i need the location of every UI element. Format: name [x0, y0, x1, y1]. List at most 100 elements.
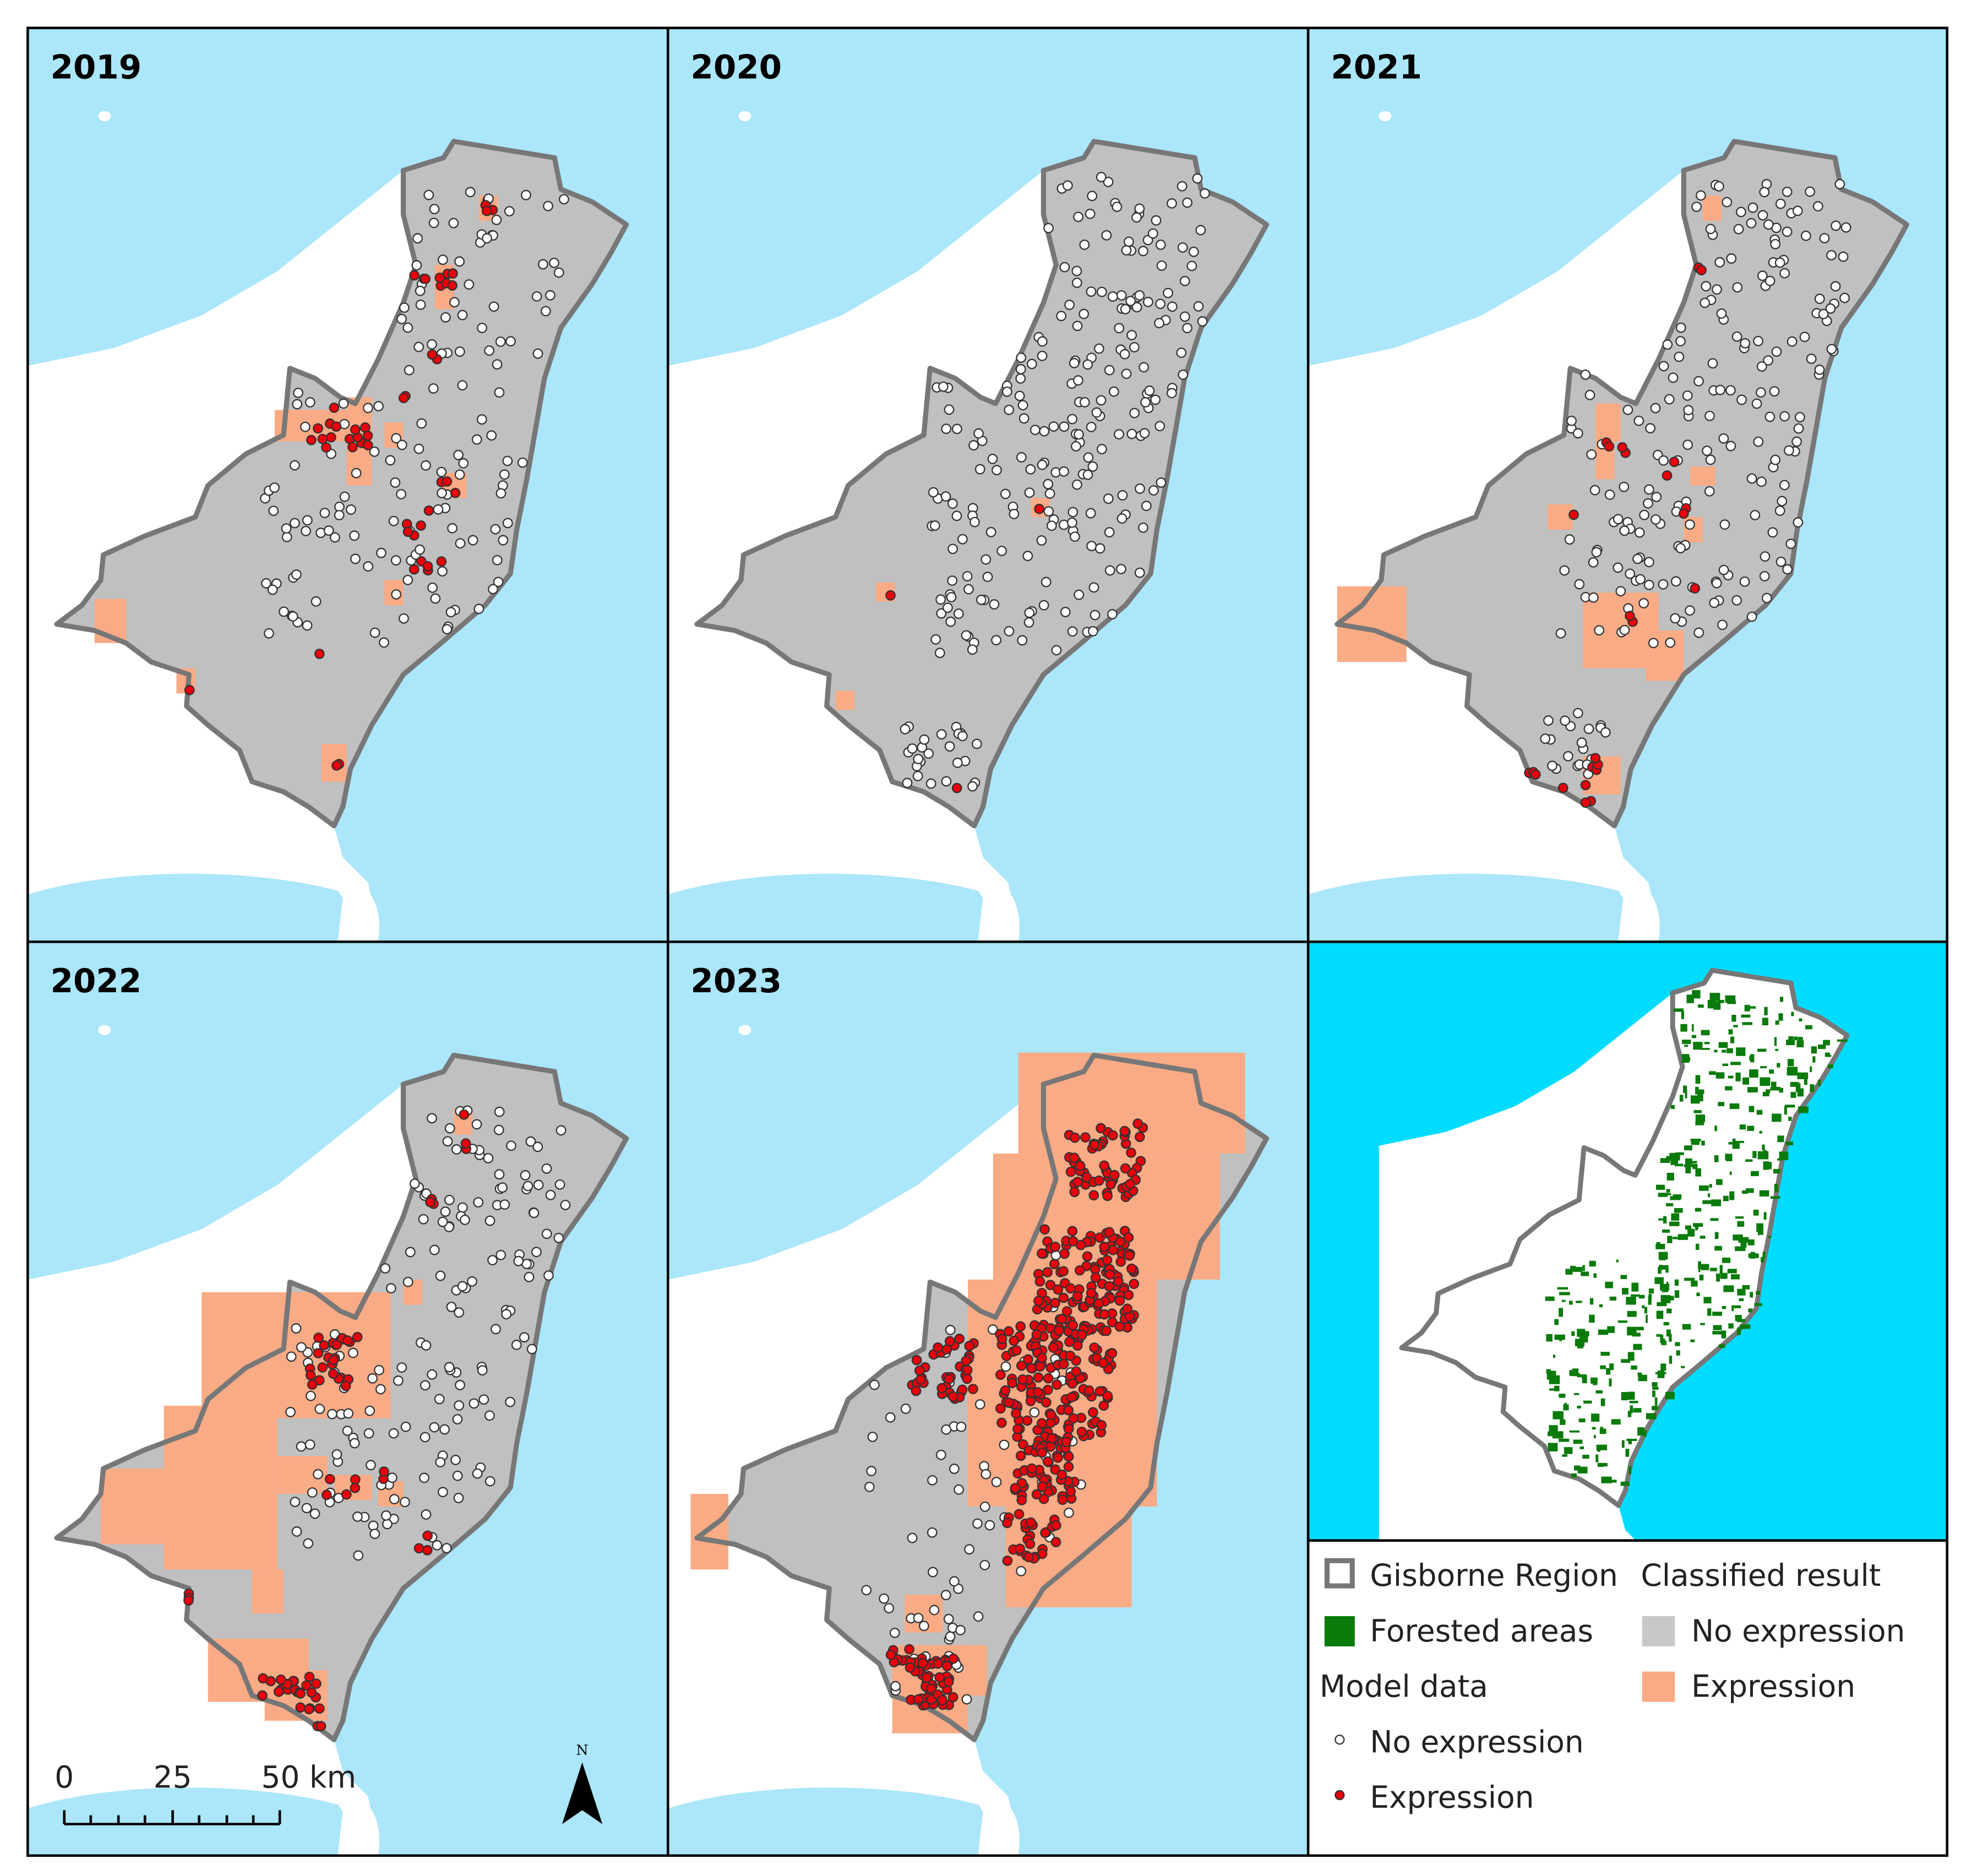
red-dot	[1530, 769, 1541, 780]
red-dot	[447, 280, 458, 291]
forest-patch	[1600, 1427, 1603, 1431]
forest-patch	[1764, 1007, 1768, 1015]
forest-patch	[1693, 1223, 1703, 1227]
white-dot	[420, 1380, 431, 1391]
white-dot	[951, 423, 962, 434]
white-dot	[1067, 414, 1077, 425]
white-dot	[1004, 404, 1015, 415]
white-dot	[553, 267, 564, 278]
forest-patch	[1747, 1239, 1755, 1246]
forest-patch	[1797, 1088, 1804, 1097]
white-dot	[1014, 390, 1025, 401]
forest-patch	[1779, 1151, 1789, 1160]
white-dot	[445, 607, 456, 618]
forest-patch	[1600, 1365, 1606, 1369]
white-dot	[303, 1538, 314, 1549]
white-dot	[399, 302, 410, 313]
red-dot	[1045, 1280, 1056, 1291]
forest-patch	[1696, 1292, 1700, 1297]
forest-patch	[1569, 1370, 1573, 1376]
white-dot	[533, 1179, 544, 1190]
legend-region: Gisborne Region	[1370, 1558, 1618, 1593]
red-dot	[347, 442, 358, 453]
expression-cell	[101, 1469, 177, 1545]
white-dot	[440, 312, 451, 323]
forest-patch	[1664, 1193, 1671, 1195]
legend-gray-swatch	[1642, 1616, 1675, 1646]
red-dot	[1087, 1407, 1098, 1418]
forest-patch	[1702, 1200, 1712, 1204]
forest-patch	[1589, 1314, 1595, 1323]
forest-patch	[1684, 1277, 1695, 1281]
red-dot	[1038, 1493, 1049, 1504]
legend-orange-swatch	[1642, 1671, 1675, 1702]
white-dot	[1574, 579, 1585, 590]
red-dot	[442, 476, 453, 487]
red-dot	[1066, 1392, 1077, 1403]
red-dot	[1086, 1287, 1097, 1298]
white-dot	[1753, 335, 1763, 346]
white-dot	[267, 584, 278, 595]
white-dot	[1000, 488, 1011, 499]
red-dot	[1102, 1390, 1113, 1401]
white-dot	[369, 627, 380, 638]
red-dot	[328, 1355, 339, 1366]
forest-patch	[1629, 1400, 1638, 1404]
forest-patch	[1691, 1139, 1700, 1145]
white-dot	[522, 1181, 533, 1192]
white-dot	[556, 1125, 567, 1136]
forest-patch	[1616, 1259, 1619, 1263]
white-dot	[438, 1487, 448, 1498]
white-dot	[287, 611, 298, 622]
red-dot	[422, 1545, 433, 1556]
white-dot	[476, 414, 487, 425]
red-dot	[295, 1688, 306, 1699]
panel-label: 2023	[690, 963, 782, 1000]
red-dot	[1105, 1179, 1117, 1190]
forest-patch	[1559, 1339, 1562, 1341]
white-dot	[1693, 627, 1704, 638]
red-dot	[1034, 503, 1044, 514]
red-dot	[962, 1364, 973, 1375]
red-dot	[1108, 1244, 1119, 1255]
white-dot	[1039, 426, 1050, 437]
red-dot	[904, 1644, 914, 1655]
forest-patch	[1818, 1079, 1821, 1086]
red-dot	[941, 1661, 952, 1672]
white-dot	[296, 1342, 307, 1353]
forest-patch	[1758, 1228, 1760, 1236]
white-dot	[482, 233, 492, 244]
white-dot	[1622, 404, 1633, 415]
white-dot	[390, 477, 401, 488]
forest-patch	[1762, 1018, 1768, 1026]
forest-patch	[1626, 1438, 1637, 1442]
white-dot	[945, 1631, 956, 1642]
forest-patch	[1669, 1296, 1674, 1301]
white-dot	[498, 535, 509, 546]
white-dot	[471, 434, 482, 445]
red-dot	[1072, 1177, 1083, 1187]
white-dot	[437, 566, 448, 577]
forest-patch	[1710, 1268, 1717, 1271]
forest-patch	[1786, 1040, 1795, 1046]
white-dot	[1104, 565, 1115, 576]
forest-patch	[1700, 1323, 1705, 1325]
white-dot	[1562, 751, 1573, 762]
white-dot	[1638, 598, 1649, 608]
white-dot	[1658, 455, 1669, 466]
red-dot	[1068, 1320, 1079, 1331]
forest-patch	[1549, 1425, 1558, 1433]
red-dot	[1569, 509, 1579, 520]
forest-patch	[1680, 1024, 1687, 1032]
red-dot	[996, 1334, 1007, 1345]
forest-patch	[1627, 1411, 1632, 1417]
red-dot	[306, 1687, 317, 1698]
white-dot	[1613, 514, 1624, 525]
white-dot	[1819, 233, 1830, 243]
forest-patch	[1749, 1106, 1755, 1112]
forest-patch	[1631, 1282, 1639, 1292]
expression-cell	[164, 1405, 277, 1570]
forest-patch	[1739, 1298, 1744, 1301]
red-dot	[1050, 1241, 1061, 1252]
forest-patch	[1654, 1277, 1664, 1284]
